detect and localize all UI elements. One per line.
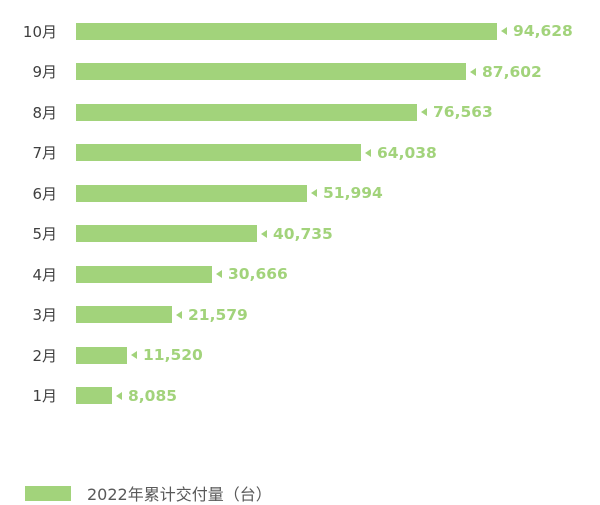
bar-row: 1月 8,085 [0, 376, 600, 417]
legend: 2022年累计交付量（台） [25, 481, 600, 505]
bar-row: 6月 51,994 [0, 173, 600, 214]
bar-row: 4月 30,666 [0, 254, 600, 295]
bar [76, 225, 257, 243]
value-label-group: 21,579 [176, 306, 248, 324]
legend-label: 2022年累计交付量（台） [87, 485, 272, 504]
bar [76, 184, 307, 202]
bar-wrap: 11,520 [76, 346, 203, 364]
category-label: 6月 [32, 184, 57, 203]
bar-row: 2月 11,520 [0, 335, 600, 376]
value-label-group: 8,085 [116, 387, 177, 405]
left-triangle-icon [131, 351, 137, 360]
bar-wrap: 30,666 [76, 265, 288, 283]
value-label-group: 40,735 [261, 225, 333, 243]
value-label-group: 87,602 [470, 63, 542, 81]
bar [76, 306, 172, 324]
value-label: 51,994 [323, 184, 383, 203]
bar [76, 387, 112, 405]
bar-wrap: 8,085 [76, 387, 177, 405]
left-triangle-icon [311, 189, 317, 198]
bar-row: 10月 94,628 [0, 11, 600, 52]
left-triangle-icon [470, 67, 476, 76]
bar-wrap: 51,994 [76, 184, 383, 202]
bar-wrap: 87,602 [76, 63, 542, 81]
bar-rows: 10月 94,628 9月 87,602 8月 76,563 7月 [0, 11, 600, 416]
category-label: 5月 [32, 225, 57, 244]
bar-wrap: 94,628 [76, 22, 573, 40]
left-triangle-icon [501, 27, 507, 36]
value-label-group: 76,563 [421, 103, 493, 121]
category-label: 8月 [32, 103, 57, 122]
value-label-group: 30,666 [216, 265, 288, 283]
value-label-group: 94,628 [501, 22, 573, 40]
category-label: 7月 [32, 144, 57, 163]
value-label: 64,038 [377, 143, 437, 162]
bar [76, 144, 361, 162]
value-label: 11,520 [143, 346, 203, 365]
category-label: 2月 [32, 346, 57, 365]
category-label: 4月 [32, 265, 57, 284]
category-label: 9月 [32, 63, 57, 82]
bar-wrap: 40,735 [76, 225, 333, 243]
bar-row: 5月 40,735 [0, 214, 600, 255]
value-label-group: 64,038 [365, 144, 437, 162]
left-triangle-icon [421, 108, 427, 117]
left-triangle-icon [365, 148, 371, 157]
category-label: 3月 [32, 306, 57, 325]
value-label: 30,666 [228, 265, 288, 284]
value-label: 21,579 [188, 305, 248, 324]
left-triangle-icon [176, 310, 182, 319]
value-label: 8,085 [128, 386, 178, 405]
category-label: 10月 [22, 22, 57, 41]
left-triangle-icon [216, 270, 222, 279]
value-label: 87,602 [482, 62, 542, 81]
value-label-group: 51,994 [311, 184, 383, 202]
bar [76, 265, 212, 283]
value-label: 40,735 [273, 224, 333, 243]
bar-wrap: 76,563 [76, 103, 493, 121]
legend-color-swatch [25, 485, 71, 501]
bar-row: 8月 76,563 [0, 92, 600, 133]
bar-wrap: 64,038 [76, 144, 437, 162]
value-label: 94,628 [513, 22, 573, 41]
value-label: 76,563 [433, 103, 493, 122]
left-triangle-icon [116, 391, 122, 400]
bar-wrap: 21,579 [76, 306, 248, 324]
bar-row: 3月 21,579 [0, 295, 600, 336]
bar [76, 346, 127, 364]
bar-row: 7月 64,038 [0, 133, 600, 174]
bar [76, 22, 497, 40]
value-label-group: 11,520 [131, 346, 203, 364]
left-triangle-icon [261, 229, 267, 238]
bar [76, 103, 417, 121]
bar [76, 63, 466, 81]
bar-row: 9月 87,602 [0, 52, 600, 93]
category-label: 1月 [32, 387, 57, 406]
